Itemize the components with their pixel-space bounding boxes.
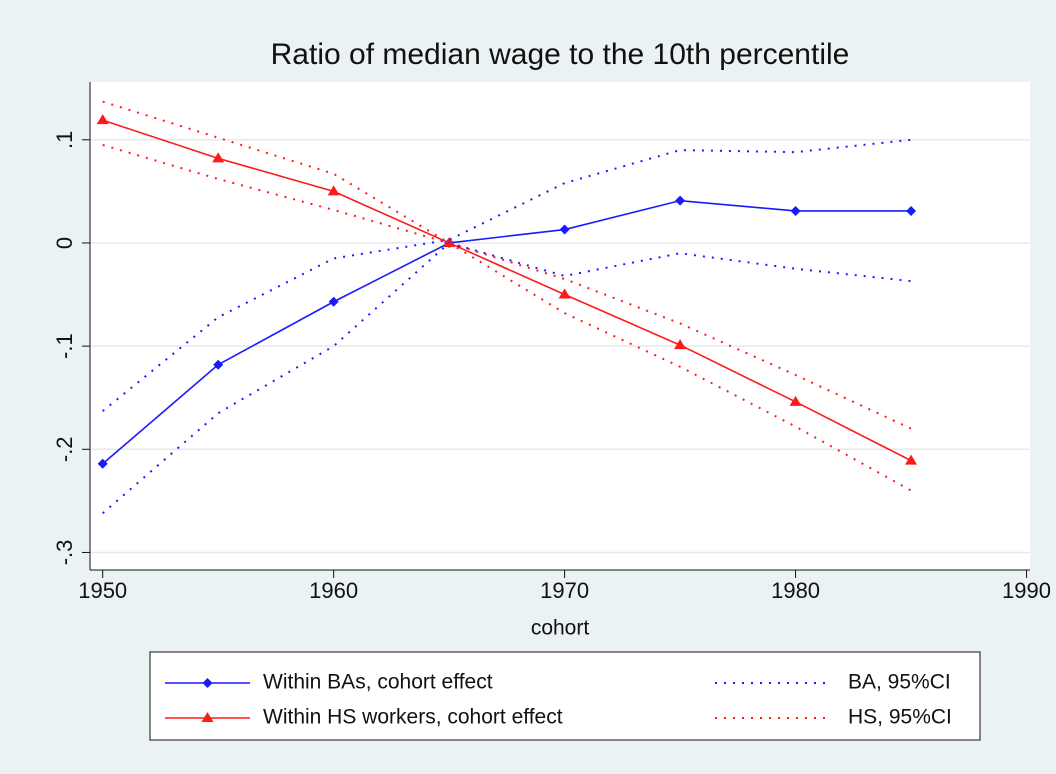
ci-line xyxy=(102,138,912,412)
legend-label: Within BAs, cohort effect xyxy=(263,671,493,694)
point xyxy=(96,114,109,125)
y-tick-label: -.3 xyxy=(52,540,77,566)
x-tick-label: 1980 xyxy=(771,578,820,603)
point xyxy=(559,224,570,235)
chart-title: Ratio of median wage to the 10th percent… xyxy=(271,38,850,71)
x-tick-label: 1950 xyxy=(78,578,127,603)
x-tick-label: 1990 xyxy=(1002,578,1051,603)
point xyxy=(789,395,802,406)
legend-box xyxy=(149,651,981,741)
point xyxy=(558,288,571,299)
point xyxy=(675,195,686,206)
y-tick-label: 0 xyxy=(52,237,77,249)
point xyxy=(213,359,224,370)
x-axis-title: cohort xyxy=(531,617,590,640)
point xyxy=(790,205,801,216)
point xyxy=(328,296,339,307)
point xyxy=(97,458,108,469)
legend-label: BA, 95%CI xyxy=(848,671,951,694)
legend-marker xyxy=(202,678,213,688)
y-tick-label: .1 xyxy=(52,131,77,149)
series-line xyxy=(102,199,912,465)
y-tick-label: -.2 xyxy=(52,436,77,462)
point xyxy=(906,205,917,216)
x-tick-label: 1960 xyxy=(309,578,358,603)
point xyxy=(212,152,225,163)
point xyxy=(327,185,340,196)
point xyxy=(905,454,918,465)
legend-label: HS, 95%CI xyxy=(848,706,952,729)
x-tick-label: 1970 xyxy=(540,578,589,603)
y-tick-label: -.1 xyxy=(52,333,77,359)
ci-line xyxy=(102,143,912,492)
series-line xyxy=(102,119,912,462)
point xyxy=(674,339,687,350)
legend-label: Within HS workers, cohort effect xyxy=(263,706,563,729)
legend-marker xyxy=(201,712,214,722)
plot-area xyxy=(90,82,1030,570)
